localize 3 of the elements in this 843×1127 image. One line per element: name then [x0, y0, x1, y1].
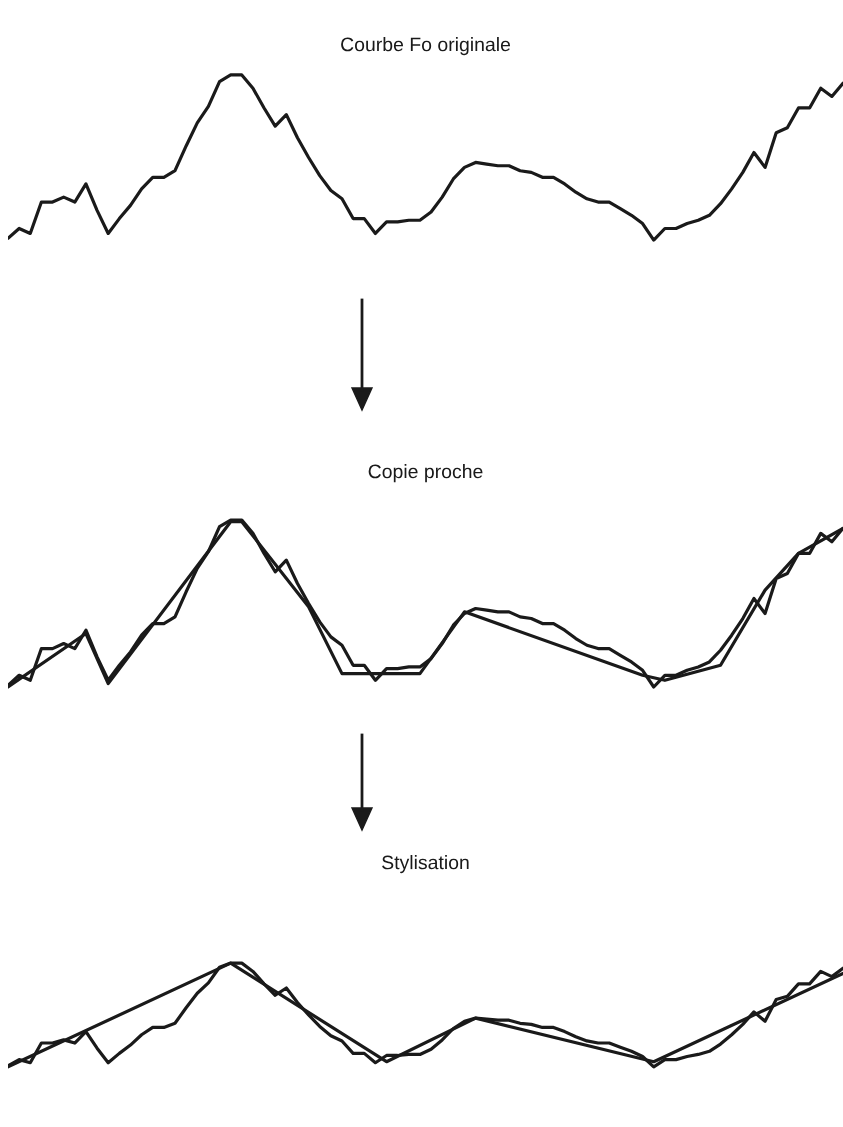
- chart-title: Courbe Fo originale: [341, 37, 511, 56]
- chart-title: Stylisation: [382, 855, 469, 874]
- chart-title: Copie proche: [368, 464, 483, 483]
